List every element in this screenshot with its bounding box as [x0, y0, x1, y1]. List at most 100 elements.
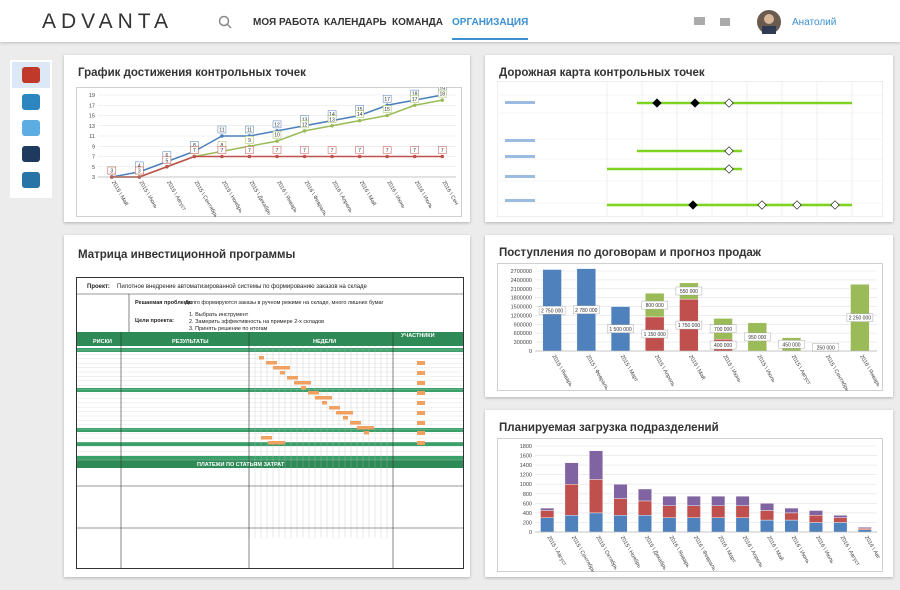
y-tick-label: 1800000 — [511, 296, 532, 302]
label-box — [355, 146, 364, 154]
data-label: 11 — [219, 128, 224, 134]
row-text — [505, 101, 535, 104]
label-box — [437, 89, 447, 98]
bar-segment — [564, 484, 579, 516]
data-label: 9 — [248, 138, 251, 144]
task-cell — [280, 371, 285, 375]
nav-item[interactable]: КОМАНДА — [392, 17, 444, 28]
data-label: 450 000 — [782, 342, 800, 348]
bar-segment — [564, 515, 579, 533]
sidebar-icon[interactable] — [22, 67, 40, 83]
matrix-grid — [77, 293, 463, 568]
label-box — [675, 286, 703, 296]
panel: Поступления по договорам и прогноз прода… — [485, 235, 893, 397]
task-cell — [357, 426, 374, 430]
bar-segment — [589, 479, 603, 514]
point — [275, 154, 279, 159]
owner-cell — [417, 381, 425, 385]
y-tick-label: 5 — [92, 165, 95, 171]
header: ADVANTA МОЯ РАБОТА КАЛЕНДАРЬ КОМАНДА ОРГ… — [0, 0, 900, 42]
nav-item[interactable]: МОЯ РАБОТА — [253, 17, 320, 28]
bar-segment — [760, 519, 774, 533]
task-cell — [259, 356, 264, 360]
sidebar-icon[interactable] — [22, 94, 40, 110]
data-label: 15 — [384, 107, 390, 113]
data-label: 19 — [439, 87, 445, 93]
y-tick-label: 2700000 — [511, 269, 532, 275]
text: 1. Выбрать инструмент — [189, 312, 249, 318]
task-cell — [273, 366, 290, 370]
data-label: 7 — [358, 148, 361, 154]
data-label: 1 750 000 — [678, 323, 700, 329]
nav-item[interactable]: ОРГАНИЗАЦИЯ — [452, 17, 529, 40]
milestone — [724, 164, 734, 174]
y-tick-label: 800 — [523, 492, 532, 498]
y-tick-label: 1400 — [520, 463, 532, 469]
label-box — [437, 146, 447, 154]
label: Проект: — [87, 284, 110, 290]
label-box — [245, 136, 254, 144]
label-box — [410, 146, 419, 154]
panel: Матрица инвестиционной программы Проект:… — [64, 235, 470, 577]
y-tick-label: 1600 — [520, 454, 532, 460]
data-label: 2 750 000 — [541, 308, 563, 314]
label-box — [607, 324, 634, 333]
column-header: РИСКИ — [93, 339, 112, 345]
panel: Планируемая загрузка подразделений 0 200 4… — [485, 410, 893, 577]
bar-segment — [662, 495, 677, 506]
data-label: 13 — [329, 117, 335, 123]
bar-segment — [833, 517, 848, 523]
bar-segment — [784, 519, 799, 533]
sidebar-icon[interactable] — [22, 172, 40, 188]
label-box — [641, 300, 668, 310]
panel: Дорожная карта контрольных точек — [485, 55, 893, 222]
point — [330, 154, 334, 159]
task-cell — [266, 361, 277, 365]
owner-cell — [417, 431, 425, 435]
text: Долго формируются заказы в ручном режиме… — [185, 300, 384, 306]
column-header: РЕЗУЛЬТАТЫ — [172, 339, 209, 345]
y-tick-label: 200 — [523, 520, 532, 526]
label-box — [382, 146, 392, 154]
milestone — [690, 98, 700, 108]
data-label: 3 — [138, 169, 141, 175]
milestone — [757, 200, 767, 210]
milestone — [792, 200, 802, 210]
bar-segment — [540, 507, 555, 511]
chart: 0 300000 600000 900000 1200000 1500000 1800000… — [497, 263, 883, 391]
search-icon[interactable] — [218, 15, 232, 29]
bar-segment — [857, 527, 872, 530]
bar-segment — [857, 529, 872, 533]
avatar[interactable] — [756, 9, 782, 35]
y-tick-label: 600 — [523, 501, 532, 507]
y-tick-label: 1500000 — [511, 305, 532, 311]
label-box — [641, 329, 668, 339]
y-tick-label: 400 — [523, 511, 532, 517]
logo[interactable]: ADVANTA — [42, 10, 174, 33]
bar-segment — [613, 515, 628, 533]
header-icons[interactable] — [694, 16, 734, 28]
point — [440, 98, 445, 102]
point — [302, 154, 307, 159]
sidebar-icon[interactable] — [22, 120, 40, 136]
data-label: 18 — [412, 92, 418, 98]
data-label: 1 150 000 — [644, 332, 666, 338]
data-label: 7 — [276, 148, 279, 154]
data-label: 12 — [274, 122, 280, 128]
nav-item[interactable]: КАЛЕНДАРЬ — [324, 17, 387, 28]
point — [357, 154, 362, 159]
data-label: 13 — [302, 117, 308, 123]
bar-segment — [540, 517, 555, 533]
row-text — [505, 175, 535, 178]
data-label: 1 500 000 — [609, 327, 631, 333]
sidebar-icon[interactable] — [22, 146, 40, 162]
bar-segment — [735, 517, 750, 533]
data-label: 7 — [193, 148, 196, 154]
task-cell — [329, 406, 340, 410]
label-box — [355, 110, 364, 118]
milestone — [688, 200, 698, 210]
user-name[interactable]: Анатолий — [792, 17, 837, 28]
data-label: 950 000 — [748, 335, 766, 341]
y-tick-label: 15 — [89, 114, 95, 120]
